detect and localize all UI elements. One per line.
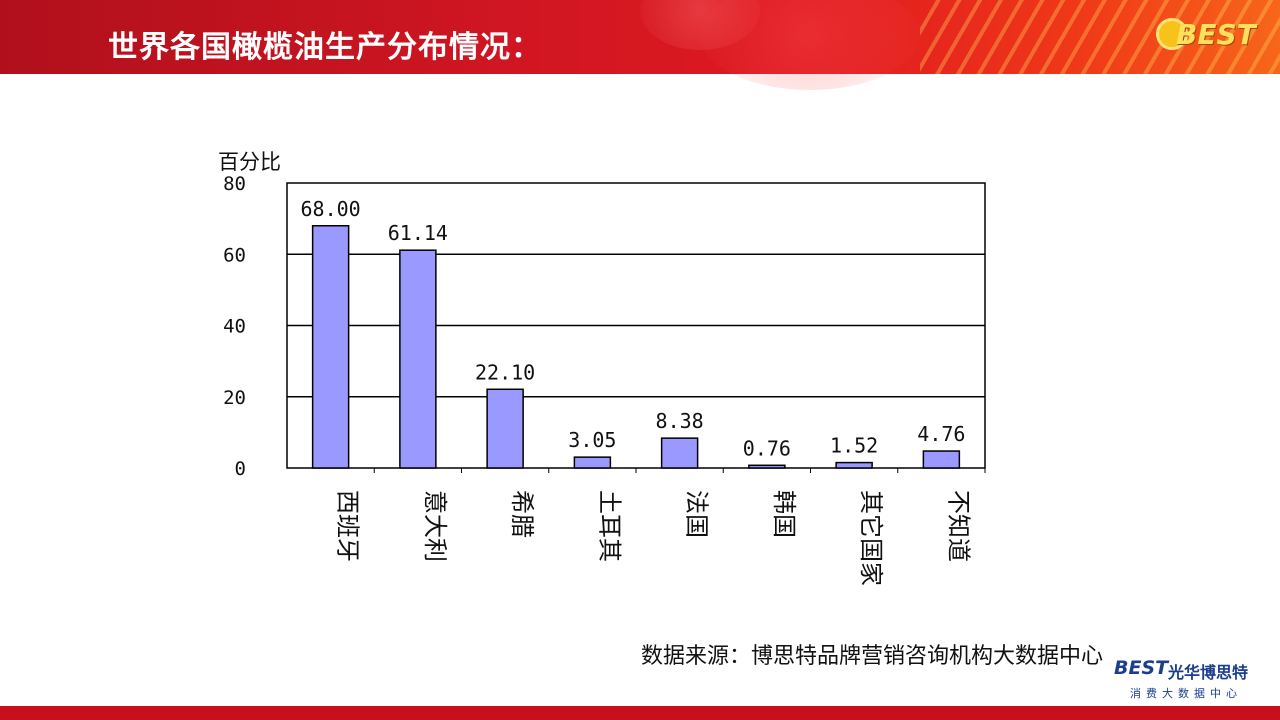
data-label: 61.14 [388,221,448,245]
bar [922,450,961,469]
bar [835,461,873,469]
y-tick-label: 60 [223,244,246,266]
category-label: 不知道 [944,490,972,562]
category-label: 西班牙 [334,490,362,562]
data-label: 1.52 [830,434,878,458]
bar [748,464,786,469]
category-label: 法国 [683,490,711,538]
category-label: 韩国 [770,490,798,538]
data-label: 3.05 [568,428,616,452]
y-tick-label: 80 [223,173,246,195]
data-label: 8.38 [656,409,704,433]
y-tick-label: 40 [223,316,246,338]
bar [573,456,612,469]
logo-text: BEST [1176,18,1256,51]
y-tick-label: 20 [223,387,246,409]
data-label: 22.10 [475,360,535,384]
data-source-note: 数据来源：博思特品牌营销咨询机构大数据中心 [641,644,1104,669]
category-label: 意大利 [421,490,449,562]
footer-logo-name: 光华博思特 [1168,663,1249,682]
header-banner: 世界各国橄榄油生产分布情况： BEST [0,0,1280,90]
banner-rays [920,0,1280,74]
y-tick-label: 0 [235,458,246,480]
footer-logo: BEST 光华博思特 消费大数据中心 [1114,655,1274,703]
banner-glow [700,0,920,90]
bar [486,388,524,469]
bar [399,249,437,469]
category-label: 土耳其 [595,490,623,562]
bottom-bar [0,706,1280,720]
category-label: 希腊 [508,490,536,538]
footer-logo-mark: BEST [1114,657,1169,679]
best-logo-icon: BEST [1152,12,1260,62]
data-label: 0.76 [743,436,791,460]
data-label: 68.00 [301,197,361,221]
bar [660,437,699,469]
category-label: 其它国家 [857,490,885,586]
y-axis-label: 百分比 [218,150,281,174]
logo-ring [1156,18,1188,50]
data-label: 4.76 [917,422,965,446]
footer-logo-subtitle: 消费大数据中心 [1130,687,1242,700]
bar [311,225,350,469]
page-title: 世界各国橄榄油生产分布情况： [108,30,542,65]
